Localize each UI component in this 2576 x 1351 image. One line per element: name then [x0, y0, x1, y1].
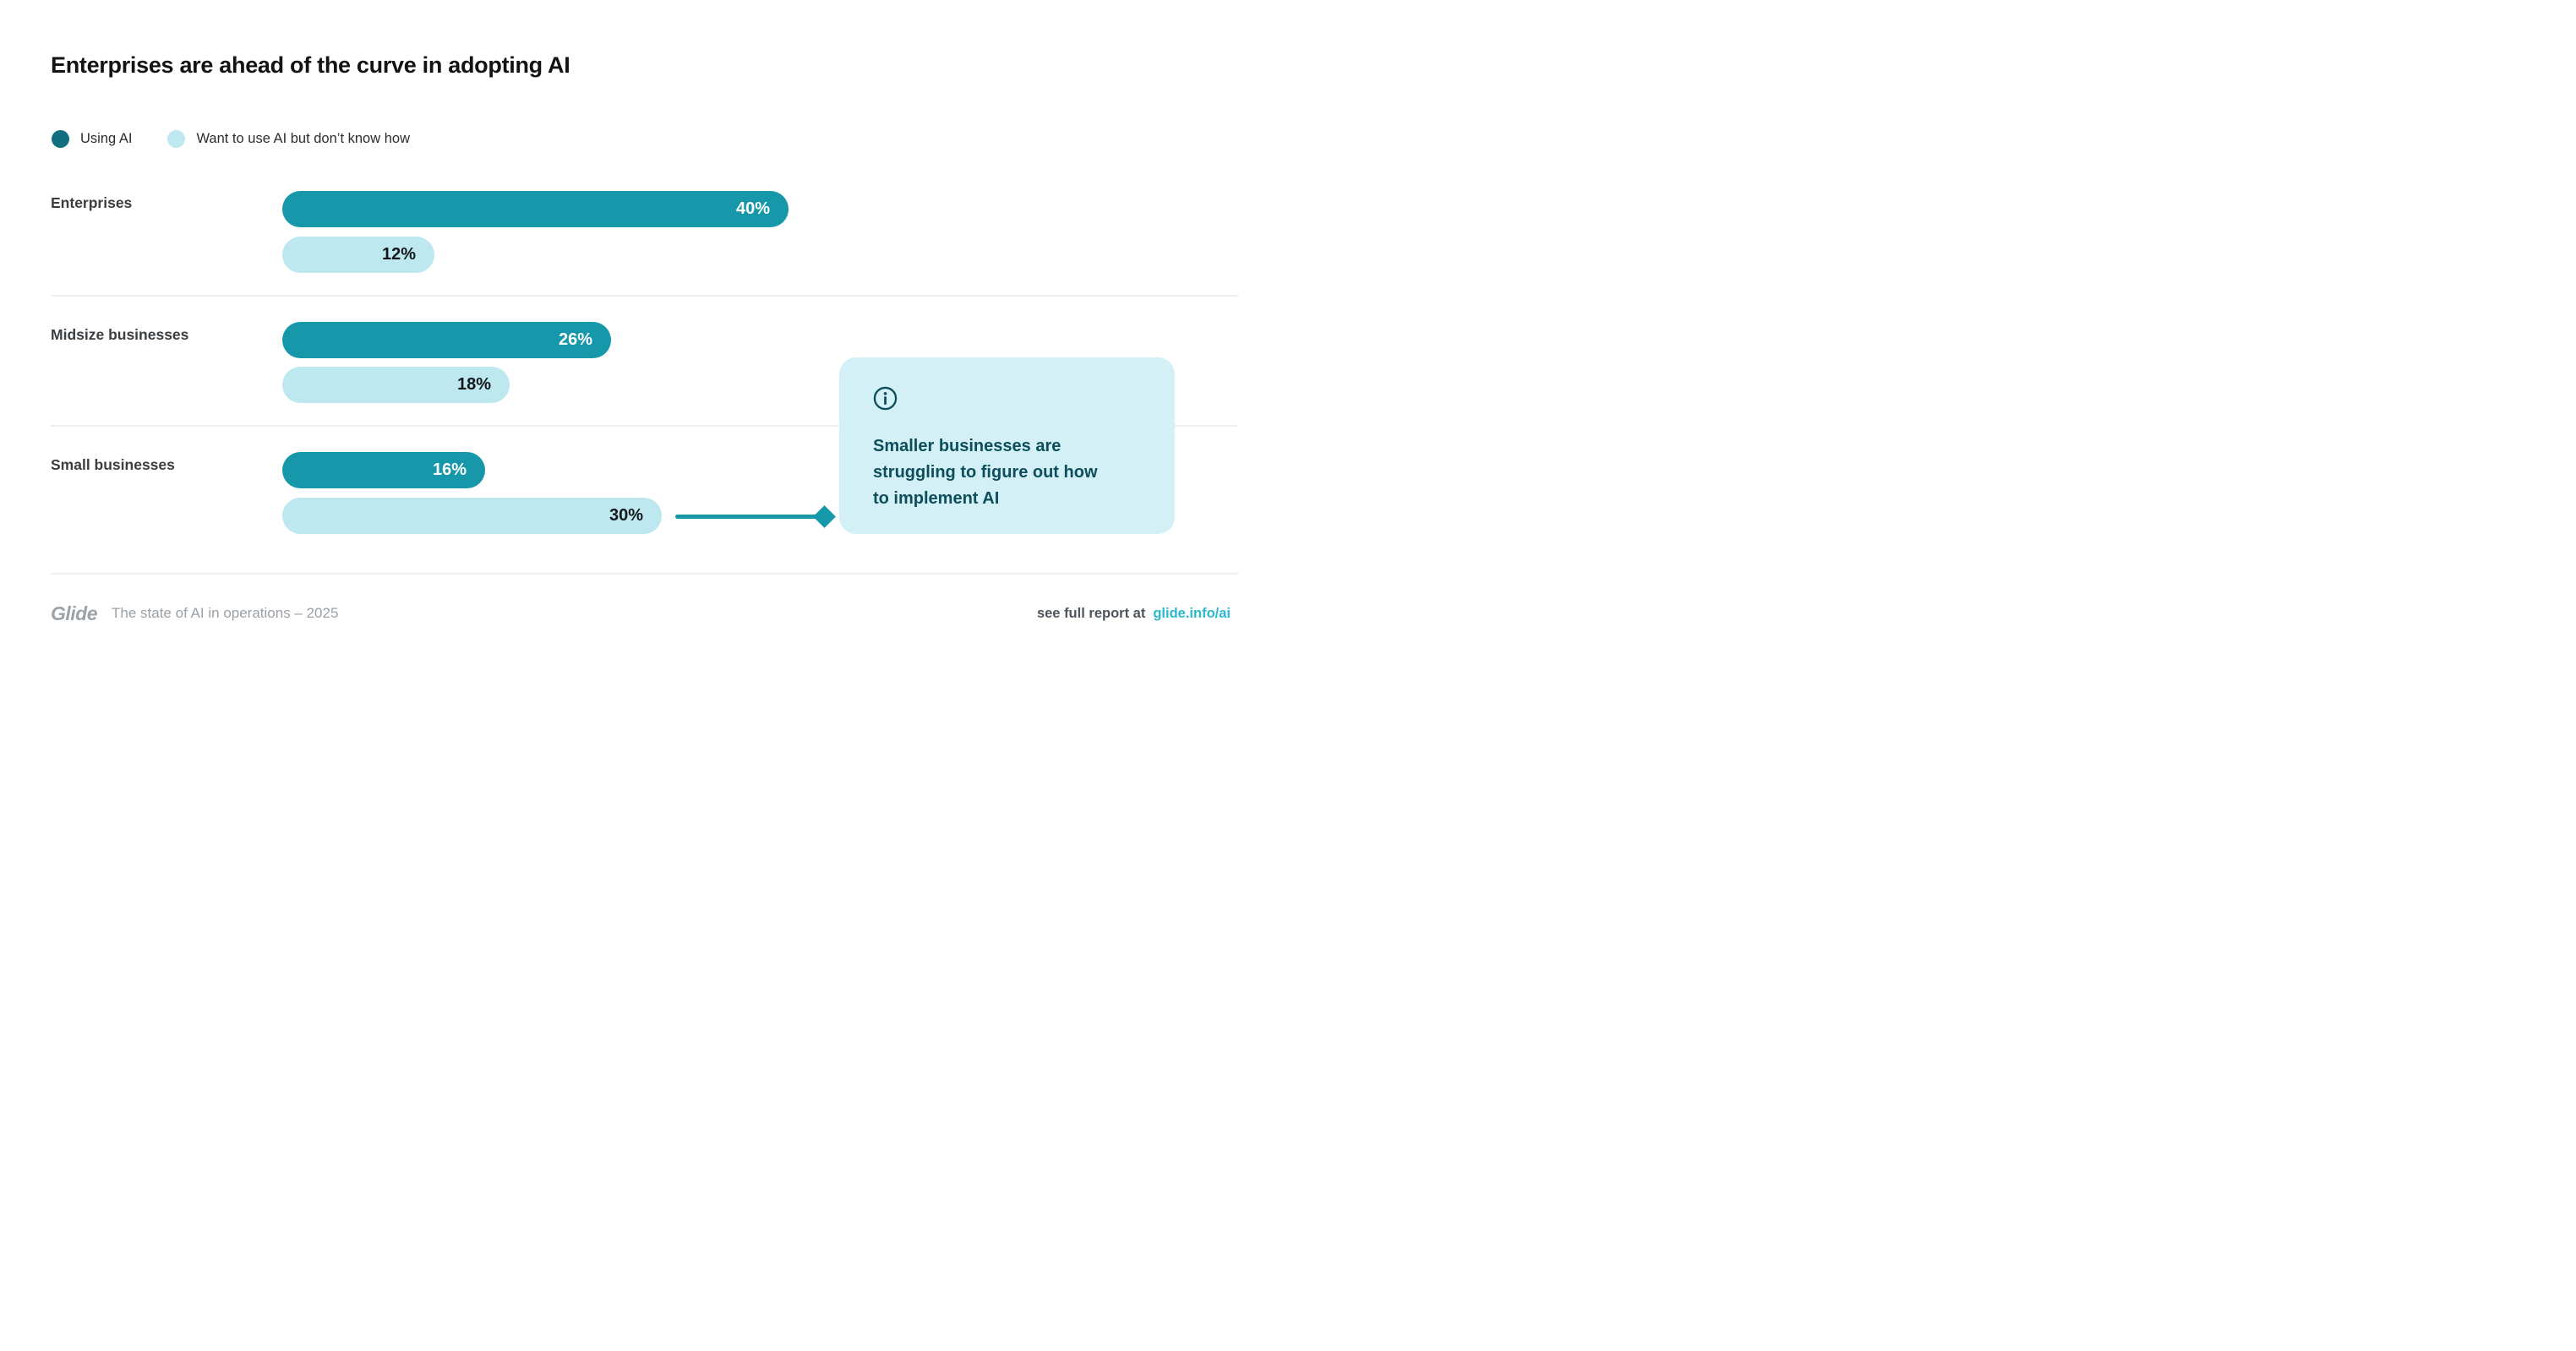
legend-label-using-ai: Using AI [80, 131, 133, 146]
annotation-connector-diamond-icon [813, 505, 836, 528]
bar-value-label: 30% [609, 506, 643, 525]
legend-item-want-to-use-ai: Want to use AI but don’t know how [167, 130, 410, 148]
callout-text-line: Smaller businesses are [873, 437, 1062, 455]
bar-midsize-want-to-use: 18% [282, 367, 510, 403]
glide-logo: Glide [51, 602, 98, 624]
bar-small-using-ai: 16% [282, 452, 485, 488]
category-label-small: Small businesses [51, 456, 175, 473]
category-label-midsize: Midsize businesses [51, 326, 189, 343]
bar-value-label: 16% [432, 460, 467, 479]
report-link[interactable]: glide.info/ai [1153, 605, 1231, 621]
legend-dot-using-ai-icon [52, 130, 69, 148]
legend: Using AI Want to use AI but don’t know h… [52, 130, 410, 148]
callout-card: Smaller businesses are struggling to fig… [839, 357, 1175, 534]
annotation-connector-line [675, 515, 821, 519]
callout-text-line: struggling to figure out how [873, 463, 1098, 482]
bar-small-want-to-use: 30% [282, 498, 662, 534]
legend-label-want-to-use-ai: Want to use AI but don’t know how [196, 131, 410, 146]
row-divider [51, 425, 1238, 427]
info-icon [873, 386, 898, 411]
bar-enterprises-using-ai: 40% [282, 191, 789, 227]
bar-value-label: 40% [735, 199, 770, 218]
legend-item-using-ai: Using AI [52, 130, 132, 148]
footer-left: Glide The state of AI in operations – 20… [51, 602, 338, 625]
report-text: see full report at [1036, 605, 1146, 621]
bar-midsize-using-ai: 26% [282, 322, 611, 358]
footer-tagline: The state of AI in operations – 2025 [112, 605, 339, 621]
bar-value-label: 18% [456, 375, 491, 394]
footer-right: see full report at glide.info/ai [1037, 603, 1231, 624]
legend-dot-want-to-use-ai-icon [167, 130, 186, 148]
bar-enterprises-want-to-use: 12% [282, 237, 434, 273]
category-label-enterprises: Enterprises [51, 194, 133, 211]
bar-value-label: 26% [558, 330, 592, 349]
footer-divider [51, 573, 1238, 575]
bar-value-label: 12% [381, 245, 416, 264]
page-title: Enterprises are ahead of the curve in ad… [51, 52, 570, 78]
row-divider [51, 295, 1238, 297]
callout-text-line: to implement AI [873, 489, 1000, 508]
callout-text: Smaller businesses are struggling to fig… [873, 433, 1141, 512]
